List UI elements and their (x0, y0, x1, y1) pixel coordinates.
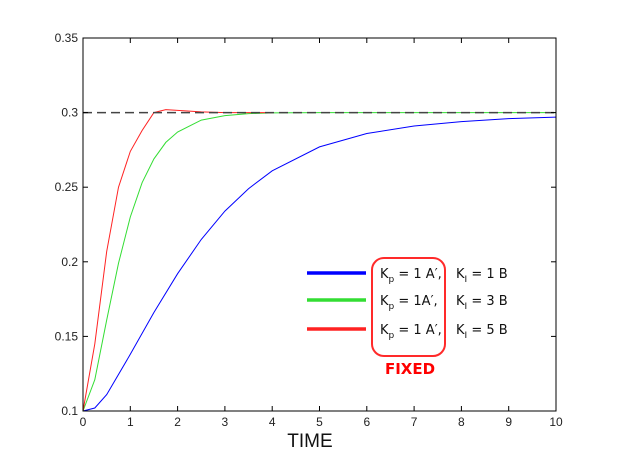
series-line-3 (82, 109, 273, 412)
x-axis-label: TIME (287, 431, 332, 452)
x-tick-label: 10 (549, 415, 563, 429)
legend-ki-label: KI = 5 B (456, 323, 508, 341)
plot-frame (82, 37, 557, 412)
legend: Kp = 1 A′, KI = 1 B Kp = 1A′, KI = 3 B Kp = … (307, 267, 508, 341)
y-tick-label: 0.1 (61, 404, 78, 418)
y-tick-label: 0.25 (55, 180, 79, 194)
y-tick-label: 0.2 (61, 255, 78, 269)
legend-ki-label: KI = 1 B (456, 267, 508, 285)
legend-kp-label: Kp = 1 A′, (380, 323, 442, 341)
x-tick-label: 9 (505, 415, 512, 429)
x-tick-label: 2 (174, 415, 181, 429)
x-tick-label: 6 (363, 415, 370, 429)
y-tick-label: 0.15 (55, 329, 79, 343)
legend-kp-label: Kp = 1 A′, (380, 267, 442, 285)
x-tick-label: 4 (269, 415, 276, 429)
x-tick-label: 3 (222, 415, 229, 429)
legend-kp-label: Kp = 1A′, (380, 294, 438, 312)
x-tick-label: 1 (127, 415, 134, 429)
fixed-annotation: FIXED (385, 360, 435, 378)
series-line-1 (82, 116, 557, 412)
legend-ki-label: KI = 3 B (456, 294, 508, 312)
x-tick-label: 7 (411, 415, 418, 429)
y-tick-label: 0.3 (61, 106, 78, 120)
x-tick-label: 5 (316, 415, 323, 429)
y-tick-label: 0.35 (55, 31, 79, 45)
fixed-highlight-box (371, 257, 446, 357)
x-tick-label: 0 (80, 415, 87, 429)
x-tick-label: 8 (458, 415, 465, 429)
series-line-2 (82, 112, 556, 412)
